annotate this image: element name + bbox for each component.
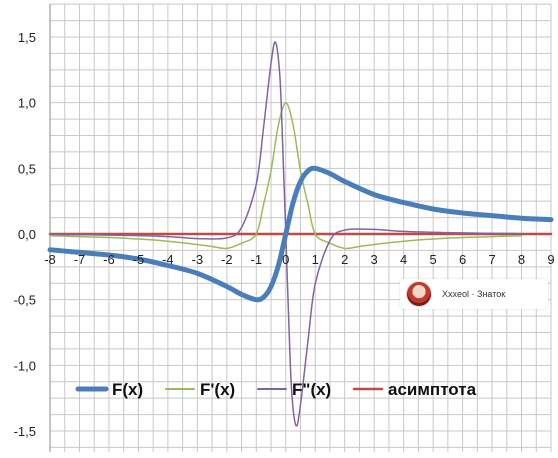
- legend-label: F'(x): [200, 380, 235, 399]
- x-tick-label: 9: [547, 252, 554, 267]
- y-tick-label: 0,0: [18, 227, 36, 242]
- legend-label: F(x): [112, 380, 143, 399]
- x-tick-label: -7: [74, 252, 86, 267]
- legend: F(x) F'(x) F"(x) асимптота: [75, 380, 477, 399]
- x-tick-label: -8: [44, 252, 56, 267]
- watermark: Xxxeol · Знаток: [400, 279, 548, 309]
- y-tick-label: 1,5: [18, 30, 36, 45]
- grid: [49, 3, 552, 452]
- x-tick-label: 4: [400, 252, 407, 267]
- y-tick-label: -0,5: [14, 293, 36, 308]
- x-tick-label: 3: [371, 252, 378, 267]
- x-tick-label: -3: [192, 252, 204, 267]
- y-tick-label: -1,5: [14, 424, 36, 439]
- x-tick-labels: -8 -7 -6 -5 -4 -3 -2 -1 0 1 2 3 4 5 6 7 8 9: [44, 252, 554, 267]
- series-line-0: [47, 165, 554, 303]
- x-tick-label: -4: [162, 252, 174, 267]
- x-tick-label: -5: [133, 252, 145, 267]
- x-tick-label: 0: [282, 252, 289, 267]
- legend-label: F"(x): [292, 380, 331, 399]
- series-group: [47, 41, 554, 427]
- x-tick-label: 8: [518, 252, 525, 267]
- y-tick-label: -1,0: [14, 358, 36, 373]
- y-tick-label: 1,0: [18, 96, 36, 111]
- x-tick-label: 6: [459, 252, 466, 267]
- watermark-avatar-icon: [406, 281, 432, 307]
- legend-label: асимптота: [388, 380, 477, 399]
- x-tick-label: 2: [341, 252, 348, 267]
- y-tick-labels: -1,5 -1,0 -0,5 0,0 0,5 1,0 1,5: [14, 30, 36, 439]
- x-tick-label: 7: [488, 252, 495, 267]
- x-tick-label: 1: [312, 252, 319, 267]
- watermark-text: Xxxeol · Знаток: [442, 289, 506, 299]
- series-line-1: [49, 101, 523, 250]
- x-tick-label: 5: [430, 252, 437, 267]
- y-tick-label: 0,5: [18, 161, 36, 176]
- x-tick-label: -2: [221, 252, 233, 267]
- x-tick-label: -6: [103, 252, 115, 267]
- x-tick-label: -1: [251, 252, 263, 267]
